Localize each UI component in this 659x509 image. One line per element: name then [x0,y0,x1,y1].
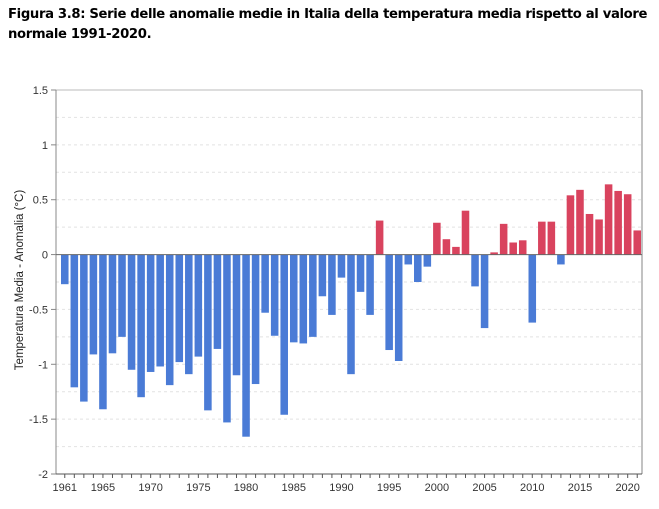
bar-2016 [585,213,594,255]
figure-caption: Figura 3.8: Serie delle anomalie medie i… [8,7,648,42]
bar-1974 [185,254,193,375]
bar-2008 [509,242,517,255]
bar-2007 [499,223,508,255]
bar-2000 [433,222,441,255]
x-tick-label: 1975 [186,482,210,494]
bar-2011 [538,221,546,255]
bar-1997 [404,254,413,265]
x-tick-label: 2020 [615,482,639,494]
x-tick-label: 2015 [568,482,592,494]
y-tick-label: -1 [38,359,48,371]
bar-1979 [232,254,241,376]
bar-1989 [328,254,336,315]
bar-1971 [156,254,164,367]
bar-2006 [490,252,498,255]
bar-1998 [414,254,422,282]
bar-2004 [471,254,479,287]
bar-1964 [89,254,98,355]
bar-1985 [289,254,298,343]
y-tick-label: 1.5 [33,85,48,97]
bar-1961 [61,254,69,285]
x-tick-label: 2005 [472,482,496,494]
bar-2013 [557,254,565,265]
bar-1972 [165,254,174,386]
bar-2009 [518,240,527,255]
bar-1963 [80,254,88,402]
bar-2002 [452,246,460,255]
bar-2012 [547,221,556,255]
bar-1987 [309,254,317,337]
x-tick-label: 1970 [138,482,162,494]
bar-1977 [213,254,222,349]
x-tick-label: 1985 [282,482,306,494]
x-tick-label: 1980 [234,482,258,494]
x-tick-label: 2010 [520,482,544,494]
bar-1981 [251,254,260,385]
y-tick-label: 0 [42,250,48,262]
bar-2019 [614,190,622,255]
bar-1993 [366,254,374,315]
bar-1994 [375,220,384,255]
bar-2020 [623,194,632,255]
x-tick-label: 2000 [425,482,449,494]
y-axis-title: Temperatura Media - Anomalia (°C) [14,190,26,371]
bar-2015 [576,189,584,255]
y-tick-label: -1.5 [29,414,48,426]
y-tick-labels: -2 -1.5 -1 -0.5 0 0.5 1 1.5 [29,85,48,481]
bar-1992 [356,254,365,292]
x-tick-label: 1990 [329,482,353,494]
bar-1984 [280,254,288,415]
x-tick-labels: 1961 1965 1970 1975 1980 1985 1990 1995 2000 2005… [53,482,640,494]
bar-1969 [137,254,145,398]
bar-1975 [194,254,203,357]
bar-2010 [528,254,537,323]
bar-2001 [442,239,451,255]
bar-1965 [99,254,107,410]
bar-1966 [108,254,117,354]
bar-1970 [146,254,155,372]
bar-1968 [127,254,136,370]
bar-2017 [595,219,603,255]
bar-2018 [604,184,613,255]
bars [61,184,641,437]
x-tick-label: 1995 [377,482,401,494]
bar-1982 [261,254,269,313]
bar-1999 [423,254,432,267]
bar-1976 [204,254,212,411]
y-tick-label: -0.5 [29,304,48,316]
bar-1986 [299,254,308,344]
y-tick-label: -2 [38,469,48,481]
bar-1983 [270,254,279,336]
axes [51,89,643,478]
bar-1962 [70,254,79,388]
x-tick-label: 1961 [53,482,77,494]
bar-1973 [175,254,184,363]
y-tick-label: 1 [42,140,48,152]
bar-1967 [118,254,126,337]
bar-2014 [566,195,575,255]
bar-1996 [394,254,403,361]
bar-2003 [461,210,470,255]
bar-2021 [633,230,641,255]
bar-1991 [347,254,355,375]
bar-1978 [223,254,231,423]
bar-1988 [318,254,327,297]
bar-1995 [385,254,393,351]
bar-1990 [337,254,346,278]
y-tick-label: 0.5 [33,195,48,207]
bar-2005 [480,254,489,329]
x-tick-label: 1965 [91,482,115,494]
bar-1980 [242,254,250,437]
